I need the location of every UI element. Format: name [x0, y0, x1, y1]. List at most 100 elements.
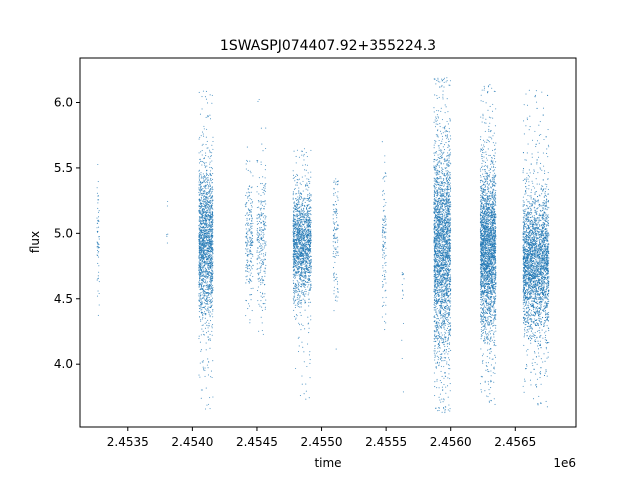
data-point	[205, 292, 207, 294]
data-point	[304, 222, 306, 224]
data-point	[246, 249, 248, 251]
data-point	[256, 220, 258, 223]
data-point	[210, 242, 212, 244]
data-point	[98, 220, 100, 222]
data-point	[301, 232, 303, 234]
data-point	[205, 261, 207, 263]
data-point	[302, 200, 304, 202]
data-point	[257, 278, 259, 280]
data-point	[298, 249, 300, 251]
data-point	[301, 264, 303, 266]
data-point	[205, 116, 207, 118]
data-point	[204, 96, 206, 98]
data-point	[447, 330, 450, 332]
data-point	[211, 102, 213, 104]
data-point	[293, 287, 295, 289]
data-point	[307, 248, 309, 250]
data-point	[441, 155, 443, 157]
data-point	[445, 301, 448, 303]
data-point	[208, 191, 210, 193]
data-point	[200, 174, 202, 176]
data-point	[198, 183, 200, 185]
data-point	[211, 237, 213, 239]
data-point	[260, 245, 262, 247]
data-point	[208, 292, 210, 294]
data-point	[203, 333, 205, 336]
data-point	[293, 301, 295, 303]
data-point	[246, 192, 248, 194]
data-point	[205, 238, 208, 240]
data-point	[206, 254, 208, 256]
data-point	[246, 279, 248, 281]
data-point	[246, 217, 248, 219]
data-point	[209, 288, 211, 290]
data-point	[260, 222, 263, 224]
data-point	[447, 336, 450, 338]
data-point	[211, 272, 213, 275]
data-point	[435, 182, 437, 184]
data-point	[212, 235, 214, 237]
data-point	[310, 195, 312, 197]
data-point	[259, 230, 261, 232]
data-point	[261, 322, 263, 324]
data-point	[208, 287, 210, 289]
data-point	[203, 176, 205, 178]
data-point	[301, 284, 303, 286]
data-point	[209, 233, 211, 235]
data-point	[248, 241, 250, 243]
data-point	[260, 207, 263, 209]
data-point	[298, 243, 300, 245]
data-point	[198, 281, 200, 283]
data-point	[204, 293, 206, 295]
data-point	[210, 278, 212, 280]
data-point	[248, 209, 250, 211]
data-point	[446, 309, 448, 311]
data-point	[199, 212, 201, 214]
data-point	[200, 288, 202, 290]
data-point	[300, 204, 302, 206]
data-point	[445, 237, 447, 239]
data-point	[205, 210, 207, 213]
data-point	[310, 301, 312, 303]
data-point	[202, 258, 205, 260]
data-point	[303, 293, 305, 296]
data-point	[332, 214, 334, 216]
data-point	[296, 296, 298, 298]
data-point	[199, 262, 201, 264]
data-point	[201, 220, 203, 222]
data-point	[308, 397, 310, 399]
data-point	[249, 260, 251, 262]
data-point	[202, 255, 204, 258]
data-point	[309, 226, 311, 228]
data-point	[445, 197, 448, 199]
data-point	[382, 224, 384, 226]
data-point	[211, 327, 213, 329]
data-point	[307, 265, 309, 267]
data-point	[308, 245, 310, 247]
data-point	[439, 393, 441, 395]
data-point	[251, 227, 253, 230]
data-point	[204, 244, 206, 247]
data-point	[97, 222, 99, 224]
data-point	[203, 157, 205, 159]
data-point	[438, 203, 440, 205]
data-point	[298, 190, 300, 192]
data-point	[201, 267, 203, 269]
data-point	[333, 251, 335, 253]
data-point	[310, 229, 312, 231]
data-point	[209, 197, 211, 199]
data-point	[448, 220, 451, 222]
data-point	[299, 312, 301, 314]
data-point	[198, 162, 201, 164]
data-point	[334, 222, 336, 224]
data-point	[296, 258, 298, 260]
data-point	[198, 237, 200, 239]
data-point	[211, 323, 214, 326]
data-point	[297, 302, 299, 304]
data-point	[207, 306, 209, 308]
data-point	[301, 215, 303, 217]
data-point	[298, 298, 300, 300]
data-point	[309, 206, 311, 208]
data-point	[433, 256, 435, 258]
data-point	[292, 298, 294, 300]
